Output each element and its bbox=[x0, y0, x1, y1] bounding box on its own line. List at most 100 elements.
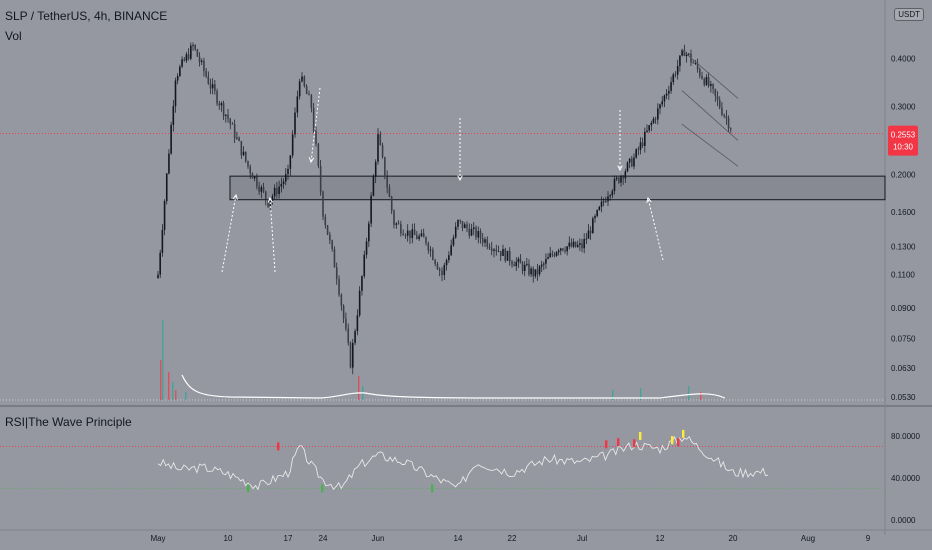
candle bbox=[452, 234, 455, 247]
candle bbox=[443, 262, 446, 281]
candle bbox=[312, 102, 315, 133]
candle bbox=[727, 115, 730, 132]
rsi-axis[interactable]: 80.0000 40.0000 0.0000 bbox=[891, 432, 920, 525]
candle bbox=[165, 172, 168, 205]
candle bbox=[287, 164, 289, 180]
candle bbox=[670, 76, 672, 94]
candle bbox=[192, 42, 194, 51]
volume-bar bbox=[168, 372, 170, 400]
rsi-signal-marker bbox=[431, 484, 434, 493]
candle bbox=[354, 328, 356, 346]
candle bbox=[209, 78, 212, 95]
time-tick-label: Jul bbox=[577, 534, 587, 543]
candle bbox=[532, 266, 535, 283]
annotation-arrow bbox=[308, 87, 321, 164]
candle bbox=[345, 312, 347, 332]
price-tick-label: 0.0750 bbox=[891, 335, 916, 344]
candle bbox=[276, 181, 278, 199]
annotation-arrow bbox=[221, 193, 238, 273]
candle bbox=[497, 245, 500, 252]
candle bbox=[703, 77, 706, 87]
candle bbox=[540, 260, 543, 272]
volume-bar bbox=[175, 390, 177, 400]
candle bbox=[211, 78, 214, 95]
rsi-signal-marker bbox=[277, 442, 280, 451]
rsi-signal-marker bbox=[617, 438, 620, 447]
price-tick-label: 0.0900 bbox=[891, 304, 916, 313]
candle bbox=[490, 241, 493, 256]
candle bbox=[637, 146, 640, 156]
price-tick-label: 0.0630 bbox=[891, 364, 916, 373]
candle bbox=[549, 246, 551, 258]
candle bbox=[342, 304, 345, 323]
candle bbox=[436, 261, 439, 271]
candle bbox=[349, 341, 352, 369]
support-zone bbox=[229, 175, 886, 201]
candle bbox=[596, 209, 598, 218]
price-tick-label: 0.1600 bbox=[891, 208, 916, 217]
time-tick-label: 17 bbox=[284, 534, 293, 543]
candle bbox=[267, 198, 269, 208]
candle bbox=[402, 229, 404, 236]
candle bbox=[699, 67, 701, 79]
candle bbox=[291, 130, 294, 159]
candle bbox=[434, 258, 436, 267]
time-tick-label: 14 bbox=[454, 534, 463, 543]
last-price-badge[interactable]: 0.2553 10:30 bbox=[888, 125, 918, 156]
candlestick-series bbox=[157, 42, 732, 375]
candle bbox=[628, 158, 631, 169]
candle bbox=[511, 259, 513, 268]
candle bbox=[450, 239, 452, 256]
candle bbox=[486, 236, 489, 250]
candle bbox=[172, 100, 175, 132]
candle bbox=[331, 239, 333, 252]
candle bbox=[390, 195, 393, 215]
candle bbox=[381, 142, 384, 159]
rsi-tick-label: 0.0000 bbox=[891, 516, 916, 525]
currency-badge[interactable]: USDT bbox=[894, 8, 924, 21]
rsi-signal-marker bbox=[247, 484, 250, 493]
candle bbox=[397, 220, 400, 225]
candle bbox=[198, 52, 201, 67]
candle bbox=[681, 48, 683, 57]
candle bbox=[187, 48, 190, 61]
candle bbox=[536, 263, 539, 281]
candle bbox=[310, 93, 313, 113]
price-tick-label: 0.3000 bbox=[891, 103, 916, 112]
candle bbox=[611, 188, 614, 199]
candle bbox=[298, 78, 301, 100]
volume-bar bbox=[640, 388, 642, 400]
candle bbox=[721, 102, 723, 117]
rsi-signal-marker bbox=[682, 429, 685, 438]
volume-bar bbox=[700, 392, 702, 400]
time-tick-label: 12 bbox=[656, 534, 665, 543]
candle bbox=[534, 269, 537, 279]
candle bbox=[301, 72, 303, 83]
rsi-signal-marker bbox=[671, 436, 674, 445]
candle bbox=[218, 100, 221, 110]
candle bbox=[240, 140, 243, 159]
candle bbox=[454, 222, 457, 239]
candle bbox=[227, 109, 229, 123]
candle bbox=[273, 184, 276, 200]
candle bbox=[222, 100, 225, 120]
price-axis[interactable]: 0.4000 0.3000 0.2000 0.1600 0.1300 0.1100 0.09… bbox=[891, 54, 916, 401]
volume-bar bbox=[612, 390, 614, 400]
candle bbox=[545, 253, 547, 269]
rsi-label: RSI|The Wave Principle bbox=[5, 415, 132, 429]
candle bbox=[570, 238, 573, 248]
candle bbox=[170, 121, 172, 155]
candle bbox=[707, 72, 710, 88]
candle bbox=[225, 114, 227, 123]
annotation-arrows bbox=[221, 87, 664, 273]
time-axis[interactable]: May 10 17 24 Jun 14 22 Jul 12 20 Aug 9 bbox=[150, 534, 870, 543]
candle bbox=[324, 214, 327, 229]
candle bbox=[190, 42, 192, 61]
candle bbox=[641, 137, 644, 148]
candle bbox=[551, 250, 554, 258]
candle bbox=[568, 236, 571, 250]
candle bbox=[626, 161, 629, 173]
candle bbox=[358, 286, 361, 318]
annotation-arrow bbox=[267, 196, 276, 273]
